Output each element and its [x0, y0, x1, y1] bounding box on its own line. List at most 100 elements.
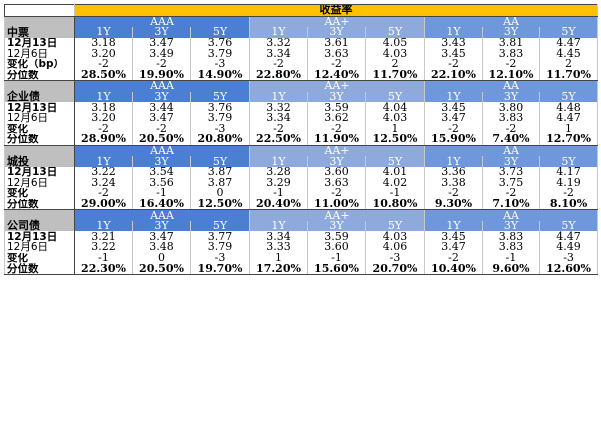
tenor-5y-header: 5Y — [190, 27, 250, 38]
value-cell: 10.40% — [424, 263, 483, 275]
tenor-header-row: 1Y 3Y 5Y 1Y 3Y 5Y 1Y 3Y 5Y — [5, 91, 599, 103]
tenor-3y-header: 3Y — [482, 220, 540, 232]
row-label: 12月13日 — [4, 37, 75, 49]
value-cell: 16.40% — [132, 198, 191, 211]
tenor-5y-header: 5Y — [538, 156, 599, 167]
tenor-1y-header: 1Y — [424, 91, 483, 103]
date-previous-row: 12月6日 3.22 3.48 3.79 3.33 3.60 4.06 3.47 3.83 4.4… — [4, 242, 599, 253]
rating-group-aa: AA — [423, 15, 599, 28]
percentile-row: 分位数 22.30% 20.50% 19.70% 17.20% 15.60% 20.70% 1… — [4, 263, 599, 275]
tenor-5y-header: 5Y — [365, 220, 425, 232]
value-cell: 4.03 — [365, 112, 425, 124]
value-cell: 4.03 — [365, 48, 425, 59]
tenor-1y-header: 1Y — [249, 156, 308, 167]
value-cell: -1 — [307, 252, 366, 264]
row-label: 12月6日 — [4, 48, 75, 59]
date-current-row: 12月13日 3.18 3.47 3.76 3.32 3.61 4.05 3.43 3.81 4.… — [4, 37, 599, 49]
rating-group-aa-plus: AA+ — [249, 80, 425, 92]
value-cell: 12.50% — [190, 198, 250, 211]
value-cell: 4.06 — [365, 242, 425, 253]
value-cell: 3.20 — [74, 48, 133, 59]
value-cell: -2 — [132, 123, 191, 135]
value-cell: -2 — [424, 188, 483, 199]
value-cell: 3.44 — [132, 102, 191, 113]
value-cell: 3.79 — [190, 242, 250, 253]
value-cell: 22.10% — [424, 69, 483, 82]
value-cell: 1 — [365, 123, 425, 135]
percentile-row: 分位数 28.50% 19.90% 14.90% 22.80% 12.40% 11.70% 2… — [4, 69, 599, 82]
value-cell: 3.36 — [424, 166, 483, 178]
value-cell: 28.90% — [74, 134, 133, 146]
value-cell: 3.33 — [249, 242, 308, 253]
date-current-row: 12月13日 3.22 3.54 3.87 3.28 3.60 4.01 3.36 3.73 4.… — [4, 166, 599, 178]
value-cell: 3.34 — [249, 112, 308, 124]
value-cell: 3.22 — [74, 242, 133, 253]
value-cell: 3.45 — [424, 102, 483, 113]
row-label: 分位数 — [4, 263, 75, 275]
tenor-1y-header: 1Y — [249, 91, 308, 103]
value-cell: 12.50% — [365, 134, 425, 146]
change-row: 变化（bp） -2 -2 -3 -2 -2 2 -2 -2 2 — [4, 58, 599, 70]
tenor-1y-header: 1Y — [249, 220, 308, 232]
value-cell: -2 — [538, 188, 599, 199]
tenor-5y-header: 5Y — [365, 27, 425, 38]
value-cell: 11.00% — [307, 198, 366, 211]
tenor-5y-header: 5Y — [538, 91, 599, 103]
tenor-1y-header: 1Y — [424, 220, 483, 232]
change-row: 变化 -2 -1 0 -1 -2 -1 -2 -2 -2 — [4, 188, 599, 199]
tenor-5y-header: 5Y — [538, 27, 599, 38]
value-cell: 3.22 — [74, 166, 133, 178]
value-cell: 4.05 — [365, 37, 425, 49]
tenor-3y-header: 3Y — [307, 27, 366, 38]
value-cell: 3.49 — [132, 48, 191, 59]
value-cell: 3.81 — [482, 37, 540, 49]
value-cell: 15.60% — [307, 263, 366, 275]
value-cell: 20.70% — [365, 263, 425, 275]
row-label: 分位数 — [4, 198, 75, 211]
tenor-5y-header: 5Y — [190, 156, 250, 167]
value-cell: 3.60 — [307, 242, 366, 253]
value-cell: -2 — [307, 58, 366, 70]
tenor-1y-header: 1Y — [74, 220, 133, 232]
value-cell: 3.83 — [482, 48, 540, 59]
tenor-3y-header: 3Y — [307, 91, 366, 103]
tenor-5y-header: 5Y — [365, 156, 425, 167]
date-current-row: 12月13日 3.18 3.44 3.76 3.32 3.59 4.04 3.45 3.80 4.… — [4, 102, 599, 113]
value-cell: 3.47 — [132, 231, 191, 243]
tenor-3y-header: 3Y — [307, 156, 366, 167]
rating-group-aa: AA — [423, 209, 599, 221]
value-cell: 4.17 — [538, 166, 599, 178]
row-label: 分位数 — [4, 69, 75, 82]
value-cell: 3.60 — [307, 166, 366, 178]
value-cell: 10.80% — [365, 198, 425, 211]
corner-blank — [4, 4, 75, 17]
value-cell: 3.28 — [249, 166, 308, 178]
value-cell: 3.34 — [249, 48, 308, 59]
row-label: 12月13日 — [4, 166, 75, 178]
value-cell: -3 — [538, 252, 599, 264]
tenor-3y-header: 3Y — [132, 156, 191, 167]
value-cell: 1 — [249, 252, 308, 264]
title-row: 收益率 — [4, 4, 599, 17]
value-cell: 7.10% — [482, 198, 540, 211]
value-cell: 12.10% — [482, 69, 540, 82]
value-cell: 12.70% — [538, 134, 599, 146]
tenor-header-row: 1Y 3Y 5Y 1Y 3Y 5Y 1Y 3Y 5Y — [5, 27, 599, 38]
value-cell: 3.18 — [74, 37, 133, 49]
percentile-row: 分位数 29.00% 16.40% 12.50% 20.40% 11.00% 10.80% 9… — [4, 198, 599, 211]
value-cell: 8.10% — [538, 198, 599, 211]
tenor-3y-header: 3Y — [482, 91, 540, 103]
value-cell: 3.83 — [482, 112, 540, 124]
value-cell: 19.90% — [132, 69, 191, 82]
value-cell: 3.83 — [482, 231, 540, 243]
rating-group-aa-plus: AA+ — [249, 15, 425, 28]
group-header-row: 中票 AAA AA+ AA — [4, 15, 599, 38]
rating-group-aa-plus: AA+ — [249, 209, 425, 221]
value-cell: 3.83 — [482, 242, 540, 253]
value-cell: 7.40% — [482, 134, 540, 146]
tenor-5y-header: 5Y — [365, 91, 425, 103]
value-cell: 4.47 — [538, 37, 599, 49]
value-cell: 2 — [365, 58, 425, 70]
value-cell: 1 — [538, 123, 599, 135]
value-cell: 4.03 — [365, 231, 425, 243]
